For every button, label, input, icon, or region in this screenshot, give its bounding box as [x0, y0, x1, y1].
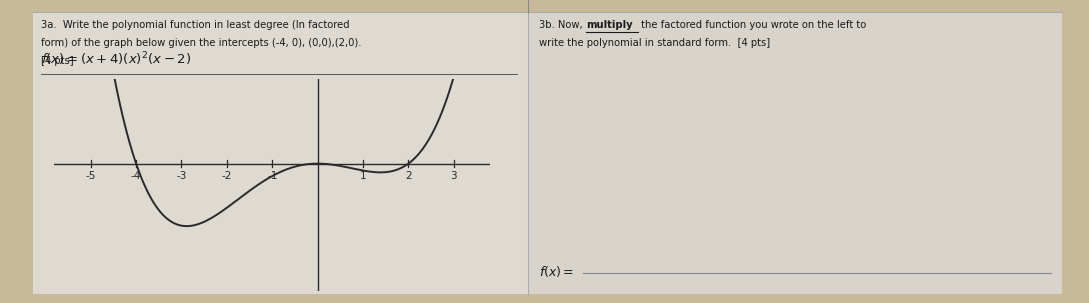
Text: -5: -5 [86, 171, 96, 181]
Text: form) of the graph below given the intercepts (-4, 0), (0,0),(2,0).: form) of the graph below given the inter… [41, 38, 362, 48]
Text: multiply: multiply [586, 20, 633, 30]
Text: [4 pts]: [4 pts] [41, 56, 74, 66]
Text: $f(x) = (x+4)(x)^2(x-2)$: $f(x) = (x+4)(x)^2(x-2)$ [41, 51, 192, 68]
Text: write the polynomial in standard form.  [4 pts]: write the polynomial in standard form. [… [539, 38, 770, 48]
Text: -2: -2 [222, 171, 232, 181]
Text: 1: 1 [359, 171, 366, 181]
Text: the factored function you wrote on the left to: the factored function you wrote on the l… [638, 20, 867, 30]
Text: -4: -4 [131, 171, 142, 181]
FancyBboxPatch shape [528, 12, 1062, 294]
Text: 3b. Now,: 3b. Now, [539, 20, 586, 30]
FancyBboxPatch shape [33, 12, 528, 294]
Text: $f(x) =$: $f(x) =$ [539, 264, 574, 279]
Text: 3: 3 [451, 171, 457, 181]
Text: -1: -1 [267, 171, 278, 181]
Text: 2: 2 [405, 171, 412, 181]
Text: -3: -3 [176, 171, 186, 181]
Text: 3a.  Write the polynomial function in least degree (In factored: 3a. Write the polynomial function in lea… [41, 20, 350, 30]
